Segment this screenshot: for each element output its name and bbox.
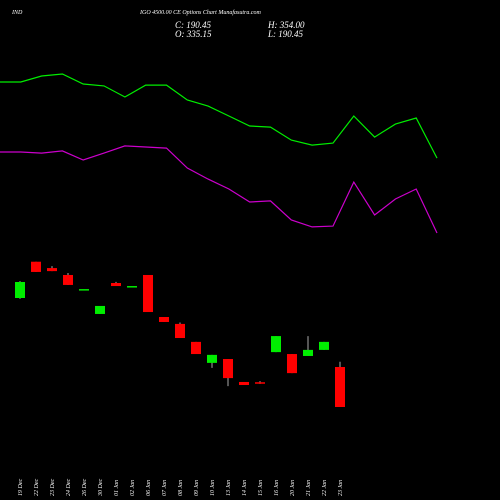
candle-body (159, 317, 169, 322)
candle-body (95, 305, 105, 314)
x-tick-label: 23 Dec (50, 479, 56, 496)
x-tick-label: 14 Jan (241, 480, 248, 496)
x-tick-label: 26 Dec (82, 479, 88, 496)
x-tick-label: 21 Jan (306, 480, 312, 496)
x-tick-label: 01 Jan (114, 480, 120, 496)
x-tick-label: 06 Jan (146, 480, 152, 496)
candle-body (287, 354, 297, 374)
candle-body (271, 336, 281, 353)
candle-body (175, 323, 185, 339)
candle-body (255, 382, 265, 384)
close-info: C: 190.45 (175, 20, 212, 30)
x-tick-label: 07 Jan (162, 480, 168, 496)
x-tick-label: 02 Jan (130, 480, 136, 496)
x-tick-label: 10 Jan (210, 480, 216, 496)
high-info: H: 354.00 (267, 20, 305, 30)
candle-body (127, 286, 137, 288)
candle-body (63, 274, 73, 285)
x-tick-label: 15 Jan (258, 480, 264, 496)
candle-body (335, 366, 345, 407)
x-tick-label: 22 Dec (34, 479, 40, 496)
x-tick-label: 23 Jan (338, 480, 344, 496)
candle-body (191, 341, 201, 355)
candle-body (111, 283, 121, 287)
indicator-line (0, 145, 438, 234)
candle-body (79, 289, 89, 291)
open-info: O: 335.15 (175, 29, 212, 39)
candle-body (143, 274, 153, 313)
candle-body (207, 354, 217, 363)
candle-body (223, 359, 233, 379)
candle-body (47, 268, 57, 272)
x-tick-label: 13 Jan (226, 480, 232, 496)
candle-body (239, 381, 249, 386)
x-tick-label: 30 Dec (98, 479, 104, 497)
chart-title: IND (11, 10, 23, 16)
x-tick-label: 24 Dec (65, 479, 72, 496)
x-tick-label: 08 Jan (178, 480, 184, 496)
indicator-line (0, 73, 438, 159)
low-info: L: 190.45 (267, 29, 304, 39)
candle-body (319, 341, 329, 350)
x-tick-label: 19 Dec (18, 479, 24, 496)
candle-body (303, 349, 313, 356)
candle-body (15, 281, 25, 299)
chart-title: IGO 4500.00 CE Options Chart Munafasutra… (139, 9, 262, 16)
x-tick-label: 16 Jan (274, 480, 280, 496)
x-tick-label: 22 Jan (322, 480, 328, 496)
x-tick-label: 09 Jan (194, 480, 200, 496)
candle-body (31, 261, 41, 272)
x-tick-label: 20 Jan (290, 480, 296, 496)
